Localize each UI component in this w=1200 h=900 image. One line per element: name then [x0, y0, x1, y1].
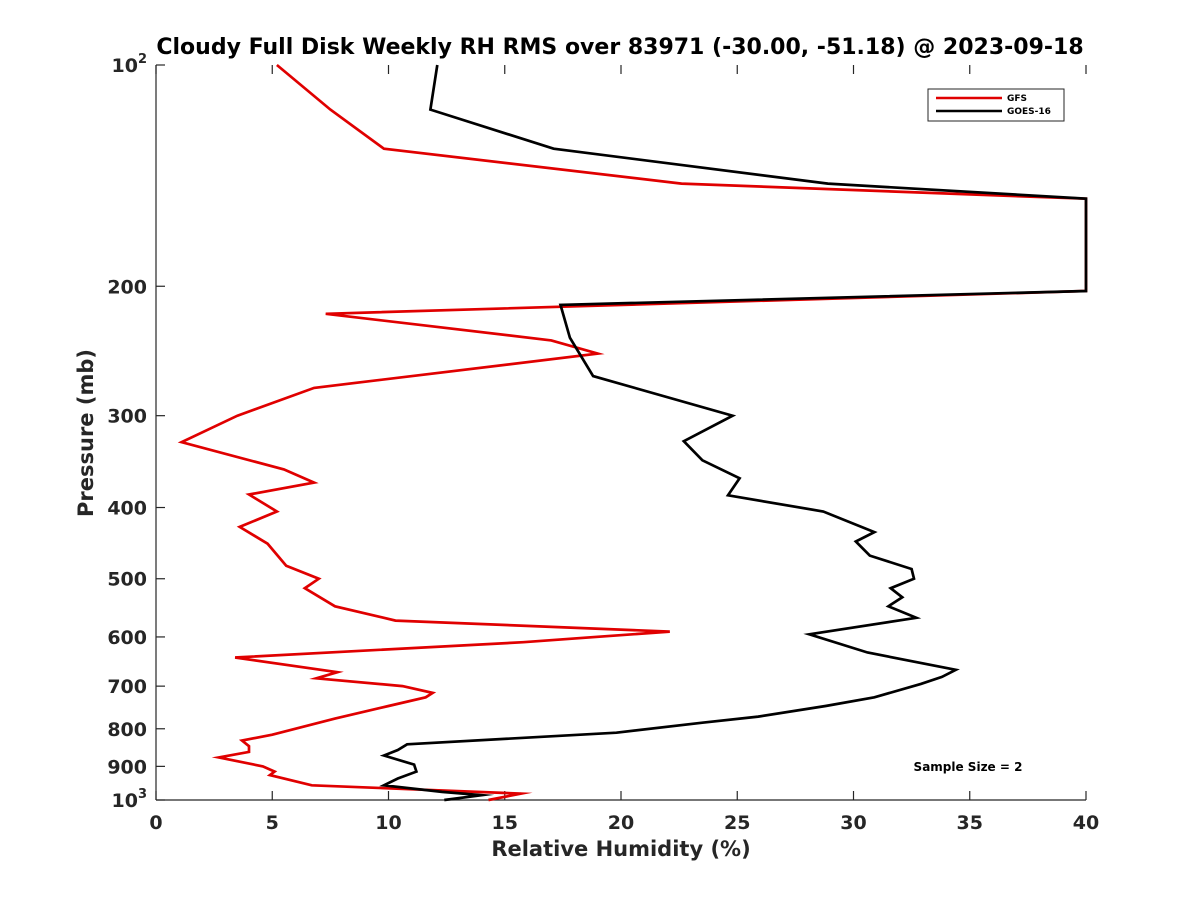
x-tick-label: 40 — [1073, 812, 1099, 834]
y-tick-label: 102 — [112, 52, 148, 77]
series-line-gfs — [177, 63, 1088, 802]
y-ticks: 102 200 300 400 500 600 700 800 900 103 — [107, 52, 165, 812]
series-line-goes-16 — [379, 64, 1088, 802]
plot-area — [177, 63, 1088, 802]
x-tick-label: 5 — [266, 812, 279, 834]
y-tick-label: 500 — [107, 569, 147, 591]
x-axis-label: Relative Humidity (%) — [491, 837, 750, 861]
x-tick-label: 0 — [149, 812, 162, 834]
x-tick-label: 10 — [375, 812, 401, 834]
y-tick-label: 900 — [107, 756, 147, 778]
y-tick-label: 400 — [107, 498, 147, 520]
x-tick-label: 35 — [957, 812, 983, 834]
y-tick-label: 600 — [107, 627, 147, 649]
y-tick-label: 300 — [107, 406, 147, 428]
x-tick-label: 30 — [840, 812, 866, 834]
y-tick-label: 700 — [107, 676, 147, 698]
legend: GFS GOES-16 — [927, 88, 1065, 122]
legend-label-goes-16: GOES-16 — [1007, 107, 1051, 117]
y-axis-label: Pressure (mb) — [74, 349, 98, 517]
legend-box — [927, 88, 1065, 122]
x-tick-label: 25 — [724, 812, 750, 834]
y-tick-label: 103 — [112, 787, 148, 812]
x-tick-label: 15 — [492, 812, 518, 834]
legend-label-gfs: GFS — [1007, 94, 1027, 104]
x-ticks: 0 5 10 15 20 25 30 35 40 — [149, 65, 1099, 834]
x-tick-label: 20 — [608, 812, 634, 834]
y-tick-label: 200 — [107, 276, 147, 298]
sample-size-annotation: Sample Size = 2 — [914, 760, 1023, 774]
chart-title: Cloudy Full Disk Weekly RH RMS over 8397… — [156, 35, 1083, 60]
y-tick-label: 800 — [107, 719, 147, 741]
